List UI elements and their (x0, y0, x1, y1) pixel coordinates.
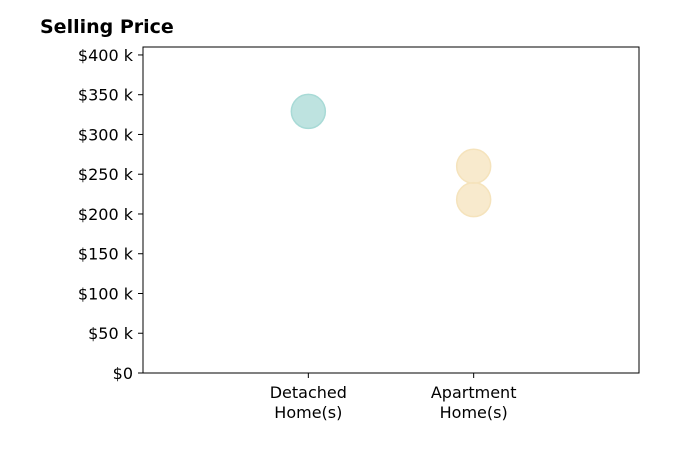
data-point (455, 148, 492, 185)
y-tick-label: $350 k (78, 86, 134, 105)
y-tick-label: $200 k (78, 205, 134, 224)
plot-frame (142, 46, 640, 374)
x-tick-label: Apartment Home(s) (431, 383, 517, 422)
y-tick-label: $50 k (88, 324, 134, 343)
y-tick-label: $400 k (78, 46, 134, 65)
data-point (290, 93, 327, 130)
y-tick-label: $250 k (78, 165, 134, 184)
x-tick-label: Detached Home(s) (270, 383, 347, 422)
y-tick-label: $100 k (78, 284, 134, 303)
data-points (290, 93, 492, 218)
y-tick-label: $300 k (78, 125, 134, 144)
y-tick-label: $0 (113, 364, 133, 383)
chart-title: Selling Price (40, 16, 174, 38)
y-tick-label: $150 k (78, 245, 134, 264)
x-axis: Detached Home(s) Apartment Home(s) (270, 373, 517, 422)
y-axis: $0 $50 k $100 k $150 k $200 k $250 k $300 k $35… (78, 46, 143, 383)
data-point (455, 181, 492, 218)
